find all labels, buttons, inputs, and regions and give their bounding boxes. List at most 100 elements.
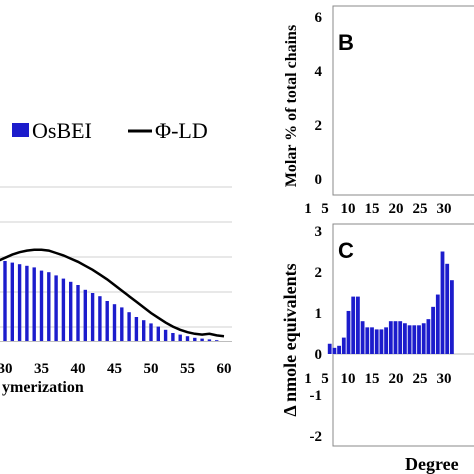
bar-c (450, 280, 454, 354)
x-tick-label-b: 5 (321, 201, 329, 217)
bar-osbei (215, 340, 219, 341)
bar-c (403, 323, 407, 354)
bar-c (426, 319, 431, 354)
x-tick-label-b: 25 (413, 201, 428, 217)
bar-c (341, 337, 346, 354)
line-phi-ld (0, 248, 225, 338)
bar-osbei (207, 339, 212, 341)
bar-c (407, 325, 412, 354)
y-tick-label-c: 1 (315, 306, 323, 322)
panel-label-c: C (338, 238, 354, 263)
bar-osbei (69, 281, 73, 341)
bar-c (351, 296, 356, 354)
bar-c (412, 325, 417, 354)
bar-c (370, 327, 374, 354)
bar-osbei (3, 261, 7, 341)
y-tick-label-b: 2 (315, 118, 323, 134)
y-tick-label-c: 2 (315, 265, 323, 281)
legend-label-phi-ld: Φ-LD (155, 118, 208, 143)
legend-swatch-osbei (12, 123, 29, 137)
x-tick-label-b: 1 (304, 201, 312, 217)
x-tick-label-b: 30 (437, 201, 452, 217)
x-tick-label-a: 50 (144, 361, 159, 377)
x-tick-label-a: 55 (180, 361, 195, 377)
bar-osbei (54, 275, 58, 341)
bar-c (435, 294, 440, 354)
x-axis-label-a: ymerization (2, 379, 84, 396)
x-tick-label-a: 30 (0, 361, 13, 377)
bar-c (398, 321, 403, 354)
bar-c (417, 325, 421, 354)
bar-c (445, 263, 450, 354)
x-tick-label-a: 45 (107, 361, 122, 377)
x-tick-label-c: 30 (437, 371, 452, 387)
bar-c (365, 327, 370, 354)
bar-c (332, 347, 337, 354)
bar-osbei (90, 293, 95, 341)
bar-osbei (120, 307, 124, 341)
bar-c (327, 343, 332, 354)
bar-osbei (83, 289, 87, 341)
bar-osbei (112, 304, 117, 341)
plot-frame-c (332, 223, 474, 447)
bar-osbei (134, 317, 139, 341)
panel-a: 30 35 40 45 50 55 60 ymerization OsBEI Φ-LD (0, 118, 232, 396)
bar-osbei (17, 264, 22, 341)
bar-osbei (193, 337, 197, 341)
y-tick-label-b: 4 (315, 64, 323, 80)
x-tick-label-c: 25 (413, 371, 428, 387)
bar-osbei (25, 265, 29, 341)
panel-label-b: B (338, 30, 354, 55)
bar-osbei (32, 267, 36, 341)
y-axis-label-b: Molar % of total chains (283, 25, 300, 187)
y-tick-label-b: 0 (315, 172, 323, 188)
x-tick-label-c: 20 (389, 371, 404, 387)
bar-osbei (47, 272, 51, 341)
x-tick-label-a: 40 (71, 361, 86, 377)
bar-osbei (76, 285, 80, 341)
bar-c (379, 329, 384, 354)
x-tick-label-a: 35 (34, 361, 49, 377)
x-tick-label-a: 60 (217, 361, 232, 377)
bar-osbei (142, 320, 146, 341)
bar-c (388, 321, 393, 354)
y-tick-label-b: 6 (315, 10, 323, 26)
legend-label-osbei: OsBEI (32, 118, 92, 143)
bar-osbei (171, 333, 175, 341)
bar-osbei (127, 312, 131, 341)
bar-c (346, 310, 351, 354)
x-tick-label-b: 15 (365, 201, 380, 217)
x-tick-label-b: 10 (341, 201, 356, 217)
bar-osbei (149, 323, 153, 341)
bar-osbei (178, 334, 182, 341)
x-tick-label-c: 15 (365, 371, 380, 387)
y-tick-label-c: -1 (310, 388, 323, 404)
y-axis-label-c: Δ nmole equivalents (280, 263, 300, 416)
bar-c (374, 329, 379, 354)
bar-osbei (61, 278, 66, 341)
x-tick-label-c: 1 (304, 371, 312, 387)
bar-c (360, 321, 365, 354)
plot-frame-b (332, 5, 474, 196)
bar-osbei (10, 262, 14, 341)
bar-c (384, 327, 388, 354)
bar-osbei (163, 329, 168, 341)
bar-osbei (105, 301, 109, 341)
bar-c (440, 251, 445, 354)
y-tick-label-c: -2 (310, 429, 323, 445)
bar-osbei (39, 270, 44, 341)
bar-c (421, 323, 426, 354)
bar-osbei (98, 296, 102, 341)
bar-osbei (156, 326, 160, 341)
bar-c (393, 321, 398, 354)
x-tick-label-c: 10 (341, 371, 356, 387)
bar-osbei (200, 338, 204, 341)
x-axis-label-c: Degree (405, 454, 459, 474)
x-tick-label-b: 20 (389, 201, 404, 217)
bar-osbei (185, 336, 190, 341)
x-tick-label-c: 5 (321, 371, 329, 387)
y-tick-label-c: 0 (315, 347, 323, 363)
